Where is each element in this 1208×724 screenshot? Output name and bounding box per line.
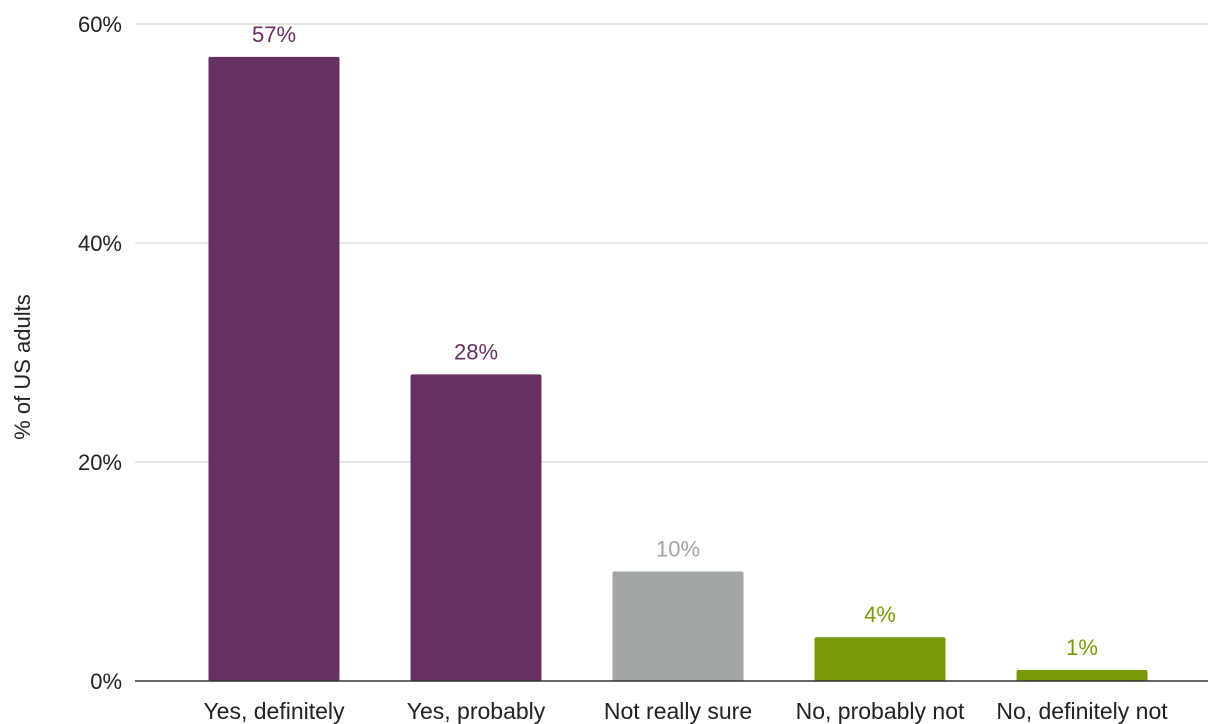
data-label: 57% (252, 22, 296, 47)
y-tick-label: 40% (78, 231, 122, 256)
x-tick-label: No, definitely not (996, 698, 1168, 724)
data-label: 10% (656, 537, 700, 562)
bar (1016, 670, 1148, 681)
bar (410, 374, 542, 681)
x-tick-label: Not really sure (604, 698, 752, 724)
bar (208, 56, 340, 682)
data-label: 28% (454, 339, 498, 364)
x-tick-label: Yes, probably (407, 698, 546, 724)
bar (612, 571, 744, 681)
y-axis-ticks: 0% 20% 40% 60% (78, 12, 122, 694)
y-tick-label: 0% (90, 669, 122, 694)
data-labels: 57% 28% 10% 4% 1% (252, 22, 1098, 660)
y-tick-label: 20% (78, 450, 122, 475)
y-axis-label: % of US adults (10, 294, 35, 440)
data-label: 1% (1066, 635, 1098, 660)
data-label: 4% (864, 602, 896, 627)
bars (208, 56, 1148, 682)
y-tick-label: 60% (78, 12, 122, 37)
x-axis-ticks: Yes, definitely Yes, probably Not really s… (203, 698, 1168, 724)
bar (814, 637, 946, 681)
x-tick-label: Yes, definitely (203, 698, 345, 724)
x-tick-label: No, probably not (796, 698, 965, 724)
